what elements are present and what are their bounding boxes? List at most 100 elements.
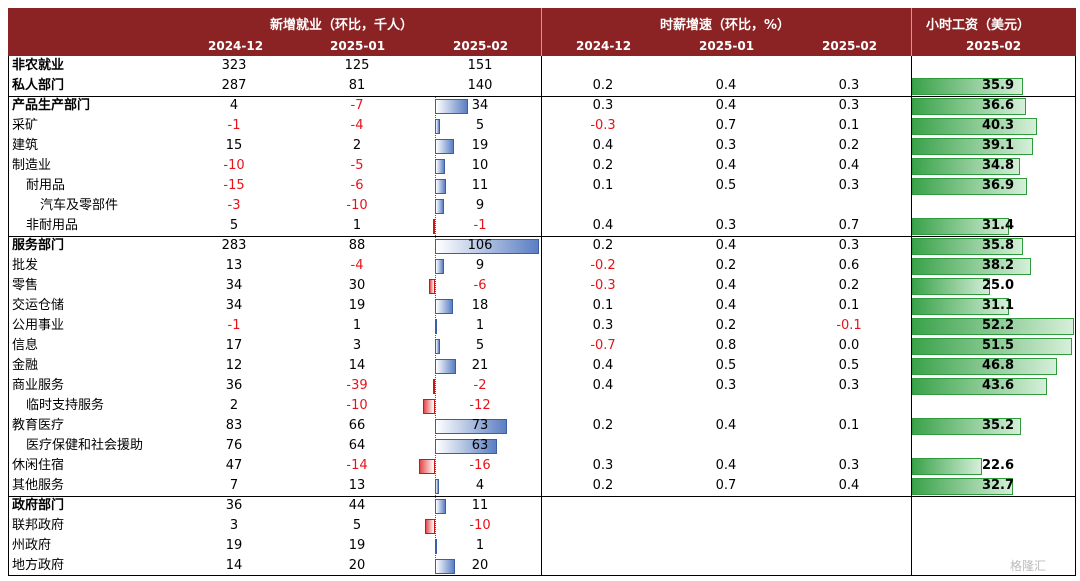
- jobs-bar: [425, 519, 435, 534]
- section-separator: [8, 236, 1076, 237]
- jobs-value: -10: [469, 518, 491, 533]
- header-wage-col: 2025-02: [966, 39, 1022, 53]
- wage-value: 36.9: [981, 178, 1015, 193]
- jobs-value: -1: [227, 118, 241, 133]
- wage-growth-value: 0.1: [838, 418, 860, 433]
- jobs-bar: [435, 139, 454, 154]
- wage-growth-value: 0.4: [715, 278, 737, 293]
- wage-bar: [912, 138, 1034, 155]
- jobs-value: -5: [350, 158, 364, 173]
- table-row: 医疗保健和社会援助 76 64 63: [8, 436, 1076, 456]
- jobs-value: 5: [229, 218, 239, 233]
- row-label: 制造业: [12, 158, 52, 173]
- row-label: 公用事业: [12, 318, 65, 333]
- jobs-bar: [435, 239, 539, 254]
- wage-growth-value: 0.3: [838, 78, 860, 93]
- wage-value: 35.2: [981, 418, 1015, 433]
- row-label: 商业服务: [12, 378, 65, 393]
- table-row: 私人部门 287 81 140 0.2 0.4 0.3 35.9: [8, 76, 1076, 96]
- table-row: 批发 13 -4 9 -0.2 0.2 0.6 38.2: [8, 256, 1076, 276]
- column-separator: [911, 56, 912, 576]
- jobs-value: 1: [352, 218, 362, 233]
- jobs-value: 19: [348, 538, 366, 553]
- jobs-bar: [435, 339, 440, 354]
- table-row: 服务部门 283 88 106 0.2 0.4 0.3 35.8: [8, 236, 1076, 256]
- wage-growth-value: -0.2: [590, 258, 616, 273]
- row-label: 金融: [12, 358, 39, 373]
- wage-value: 38.2: [981, 258, 1015, 273]
- wage-bar: [912, 218, 1010, 235]
- jobs-value: 44: [348, 498, 366, 513]
- wage-growth-value: 0.2: [715, 318, 737, 333]
- jobs-value: 151: [467, 58, 493, 73]
- jobs-value: 1: [475, 318, 485, 333]
- wage-growth-value: -0.7: [590, 338, 616, 353]
- jobs-value: 12: [225, 358, 243, 373]
- row-label: 交运仓储: [12, 298, 65, 313]
- jobs-value: -6: [473, 278, 487, 293]
- wage-growth-value: 0.5: [838, 358, 860, 373]
- table-right-border: [1075, 56, 1076, 576]
- jobs-value: -10: [346, 198, 368, 213]
- jobs-bar: [435, 479, 439, 494]
- jobs-value: 34: [225, 278, 243, 293]
- wage-value: 32.7: [981, 478, 1015, 493]
- wage-growth-value: 0.4: [715, 458, 737, 473]
- row-label: 耐用品: [26, 178, 66, 193]
- jobs-bar: [435, 159, 445, 174]
- wage-value: 46.8: [981, 358, 1015, 373]
- wage-growth-value: 0.1: [838, 118, 860, 133]
- wage-bar: [912, 278, 990, 295]
- jobs-bar: [435, 119, 440, 134]
- wage-bar: [912, 238, 1024, 255]
- wage-growth-value: 0.2: [592, 418, 614, 433]
- row-label: 临时支持服务: [26, 398, 105, 413]
- wage-bar: [912, 318, 1074, 335]
- jobs-value: 106: [467, 238, 493, 253]
- wage-growth-value: 0.4: [715, 98, 737, 113]
- wage-value: 36.6: [981, 98, 1015, 113]
- table-row: 政府部门 36 44 11: [8, 496, 1076, 516]
- wage-growth-value: 0.3: [838, 98, 860, 113]
- wage-growth-value: 0.1: [592, 298, 614, 313]
- row-label: 零售: [12, 278, 39, 293]
- wage-bar: [912, 78, 1024, 95]
- wage-bar: [912, 458, 983, 475]
- jobs-value: -7: [350, 98, 364, 113]
- jobs-value: 21: [471, 358, 489, 373]
- row-label: 非耐用品: [26, 218, 79, 233]
- wage-growth-value: 0.3: [838, 238, 860, 253]
- jobs-value: 34: [471, 98, 489, 113]
- jobs-value: -1: [473, 218, 487, 233]
- jobs-value: -14: [346, 458, 368, 473]
- table-row: 非农就业 323 125 151: [8, 56, 1076, 76]
- row-label: 政府部门: [12, 498, 65, 513]
- wage-bar: [912, 298, 1009, 315]
- header-jobs-col-2: 2025-01: [330, 39, 386, 53]
- wage-growth-value: 0.2: [592, 158, 614, 173]
- jobs-value: -39: [346, 378, 368, 393]
- jobs-bar: [435, 259, 444, 274]
- header-growth-col-3: 2025-02: [822, 39, 878, 53]
- jobs-bar: [435, 539, 437, 554]
- jobs-value: 9: [475, 258, 485, 273]
- wage-growth-value: 0.2: [592, 78, 614, 93]
- wage-growth-value: 0.2: [838, 278, 860, 293]
- wage-growth-value: 0.4: [838, 478, 860, 493]
- row-label: 采矿: [12, 118, 39, 133]
- jobs-value: 17: [225, 338, 243, 353]
- table-row: 教育医疗 83 66 73 0.2 0.4 0.1 35.2: [8, 416, 1076, 436]
- wage-growth-value: 0.7: [715, 478, 737, 493]
- jobs-bar: [419, 459, 435, 474]
- wage-growth-value: -0.1: [836, 318, 862, 333]
- wage-growth-value: 0.6: [838, 258, 860, 273]
- wage-growth-value: 0.4: [715, 78, 737, 93]
- jobs-bar: [423, 399, 435, 414]
- jobs-value: 1: [475, 538, 485, 553]
- watermark: 格隆汇: [1010, 559, 1047, 573]
- row-label: 建筑: [12, 138, 39, 153]
- jobs-value: 4: [475, 478, 485, 493]
- wage-growth-value: 0.3: [838, 458, 860, 473]
- jobs-value: 88: [348, 238, 366, 253]
- jobs-value: 323: [221, 58, 247, 73]
